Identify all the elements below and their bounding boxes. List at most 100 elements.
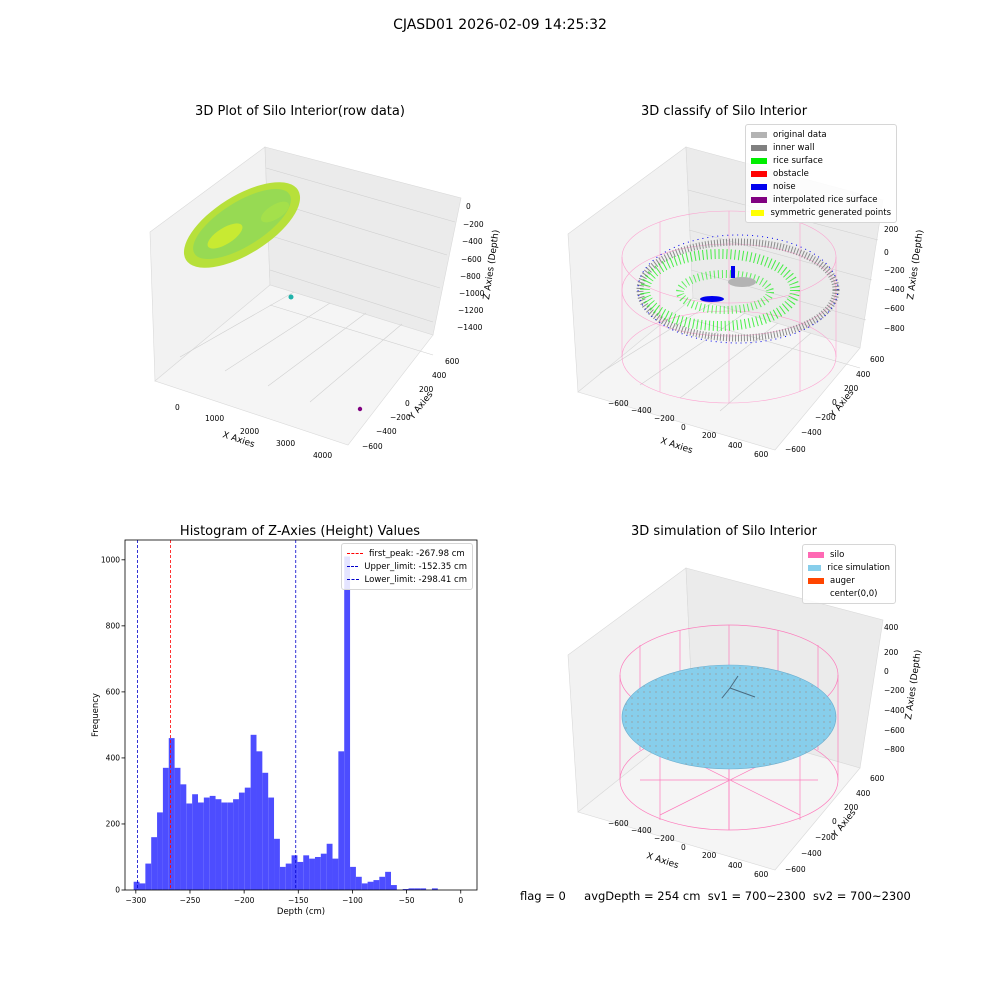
tick-label: 1000 xyxy=(205,414,224,423)
legend-label: Lower_limit: -298.41 cm xyxy=(364,574,467,585)
tick-label: 0 xyxy=(884,667,889,676)
legend-swatch xyxy=(808,551,824,558)
classify-legend-item: inner wall xyxy=(751,141,891,154)
tick-label: 0 xyxy=(466,202,471,211)
classify-panel-title: 3D classify of Silo Interior xyxy=(640,104,808,119)
tick-label: 200 xyxy=(844,803,859,812)
classify-legend-item: noise xyxy=(751,180,891,193)
y-tick-label: 600 xyxy=(106,687,121,696)
histogram-bar xyxy=(279,866,286,890)
histogram-bar xyxy=(373,880,380,890)
histogram-bar xyxy=(244,787,251,890)
histogram-bar xyxy=(332,858,339,890)
tick-label: 400 xyxy=(728,861,743,870)
histogram-bar xyxy=(209,795,216,890)
histogram-bar xyxy=(385,871,392,890)
histogram-bar xyxy=(303,855,310,890)
tick-label: 0 xyxy=(405,399,410,408)
classify-legend-item: symmetric generated points xyxy=(751,206,891,219)
raw-panel-title: 3D Plot of Silo Interior(row data) xyxy=(195,104,405,119)
sim-legend-item: center(0,0) xyxy=(808,587,890,600)
x-tick-label: 0 xyxy=(458,896,463,905)
status-footer: flag = 0 avgDepth = 254 cm sv1 = 700~230… xyxy=(520,889,911,903)
tick-label: −400 xyxy=(801,849,822,858)
x-tick-label: −300 xyxy=(126,896,147,905)
tick-label: 600 xyxy=(870,355,885,364)
tick-label: −400 xyxy=(801,428,822,437)
histogram-bar xyxy=(355,876,362,890)
histogram-bar xyxy=(274,838,280,890)
histogram-bar xyxy=(402,889,409,890)
legend-swatch xyxy=(808,564,822,571)
sim-legend-item: silo xyxy=(808,548,890,561)
legend-label: center(0,0) xyxy=(830,588,878,599)
legend-swatch xyxy=(751,183,767,190)
sim-legend: silo rice simulation auger center(0,0) xyxy=(802,544,896,604)
histogram-bar xyxy=(233,799,239,890)
sim-rice-surface xyxy=(621,664,837,770)
histogram-bar xyxy=(221,802,228,890)
legend-label: noise xyxy=(773,181,796,192)
legend-label: symmetric generated points xyxy=(770,207,891,218)
tick-label: 200 xyxy=(419,385,434,394)
tick-label: −600 xyxy=(608,399,629,408)
tick-label: −400 xyxy=(462,237,483,246)
x-tick-label: −200 xyxy=(234,896,255,905)
tick-label: −200 xyxy=(815,413,836,422)
tick-label: −400 xyxy=(884,285,905,294)
legend-label: interpolated rice surface xyxy=(773,194,878,205)
histogram-bar xyxy=(291,855,298,890)
histogram-bar xyxy=(133,881,140,890)
histogram-bar xyxy=(180,784,187,890)
figure-title: CJASD01 2026-02-09 14:25:32 xyxy=(393,17,607,33)
tick-label: −200 xyxy=(390,413,411,422)
histogram-bar xyxy=(350,866,356,890)
classify-legend-item: interpolated rice surface xyxy=(751,193,891,206)
tick-label: −600 xyxy=(884,726,905,735)
legend-label: inner wall xyxy=(773,142,815,153)
x-tick-label: −100 xyxy=(342,896,363,905)
tick-label: −200 xyxy=(463,220,484,229)
y-tick-label: 1000 xyxy=(101,555,120,564)
x-axis-label: X Axies xyxy=(659,436,694,456)
tick-label: −600 xyxy=(608,819,629,828)
tick-label: −400 xyxy=(884,706,905,715)
legend-label: rice surface xyxy=(773,155,823,166)
x-axis-label: Depth (cm) xyxy=(277,907,325,917)
histogram-bar xyxy=(215,799,222,890)
classify-legend: original data inner wall rice surface obsta… xyxy=(745,124,897,223)
histogram-bar xyxy=(227,802,234,890)
legend-line-swatch xyxy=(347,553,363,554)
x-tick-label: −50 xyxy=(399,896,415,905)
classify-legend-item: obstacle xyxy=(751,167,891,180)
tick-label: 0 xyxy=(175,403,180,412)
histogram-bar xyxy=(408,888,415,890)
sim-panel-title: 3D simulation of Silo Interior xyxy=(631,524,817,539)
tick-label: 600 xyxy=(445,357,460,366)
tick-label: −1000 xyxy=(459,289,485,298)
tick-label: −600 xyxy=(884,304,905,313)
tick-label: 0 xyxy=(832,817,837,826)
legend-swatch xyxy=(751,196,767,203)
tick-label: 400 xyxy=(856,370,871,379)
histogram-bar xyxy=(162,767,169,890)
x-tick-label: −250 xyxy=(180,896,201,905)
histogram-legend: first_peak: -267.98 cm Upper_limit: -152.… xyxy=(341,543,473,590)
histogram-bar xyxy=(326,843,333,890)
tick-label: −1200 xyxy=(458,306,484,315)
legend-swatch xyxy=(751,131,767,138)
histogram-bar xyxy=(431,888,438,890)
histogram-bar xyxy=(262,772,269,890)
tick-label: −600 xyxy=(461,255,482,264)
tick-label: −800 xyxy=(884,745,905,754)
classify-silo-wireframe xyxy=(621,210,837,404)
raw-3d-axes xyxy=(149,146,462,446)
histogram-bar xyxy=(420,888,427,890)
legend-swatch xyxy=(751,209,765,216)
legend-label: original data xyxy=(773,129,827,140)
tick-label: 400 xyxy=(432,371,447,380)
x-tick-label: −150 xyxy=(288,896,309,905)
tick-label: 400 xyxy=(884,623,899,632)
tick-label: −600 xyxy=(785,865,806,874)
histogram-bar xyxy=(174,767,181,890)
